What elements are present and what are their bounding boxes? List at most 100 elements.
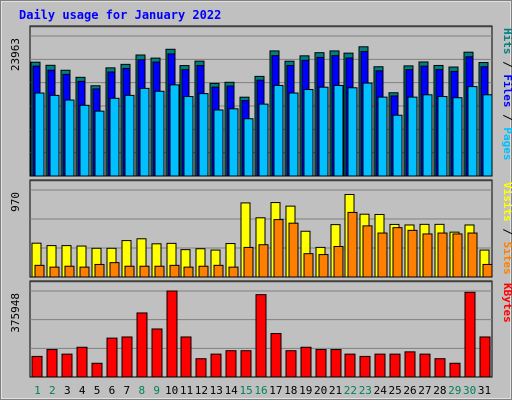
x-axis-day-labels: 1 2 3 4 5 6 7 8 9 10 11 12 13 14 15 16 17 18 19 20 21 22 23 24 2… [34,384,491,397]
panel-legend: KBytes [501,283,512,323]
bar-sites-day-25 [392,227,403,278]
x-tick-day-26: 26 [403,384,416,397]
bar-pages-day-10 [169,84,180,177]
bar-pages-day-22 [347,87,358,177]
bar-sites-day-14 [228,266,239,278]
bar-sites-day-2 [49,266,60,278]
bar-kbytes-day-3 [61,353,73,378]
bar-kbytes-day-10 [166,290,178,378]
bar-pages-day-9 [154,90,165,177]
x-tick-day-21: 21 [329,384,342,397]
bar-kbytes-day-11 [180,336,192,378]
bar-sites-day-22 [347,211,358,278]
x-tick-day-8: 8 [138,384,145,397]
bar-pages-day-19 [303,89,314,177]
bar-kbytes-day-24 [374,353,386,378]
x-tick-day-1: 1 [34,384,41,397]
bar-pages-day-13 [213,109,224,177]
bar-sites-day-20 [318,254,329,278]
bar-pages-day-31 [482,94,493,177]
x-tick-day-16: 16 [254,384,267,397]
legend-separator: / [501,222,512,242]
bar-pages-day-2 [49,94,60,177]
x-tick-day-13: 13 [210,384,223,397]
bar-sites-day-6 [109,262,120,278]
bar-pages-day-5 [94,110,105,177]
legend-separator: / [501,55,512,75]
bar-sites-day-19 [303,253,314,278]
x-tick-day-7: 7 [124,384,131,397]
bar-sites-day-27 [422,233,433,278]
bar-pages-day-27 [422,94,433,177]
legend-entry: KBytes [501,283,512,323]
x-tick-day-12: 12 [195,384,208,397]
bar-pages-day-7 [124,94,135,177]
bar-kbytes-day-2 [46,349,58,378]
bar-sites-day-4 [79,266,90,278]
legend-entry: Hits [501,28,512,55]
legend-entry: Pages [501,127,512,160]
bar-pages-day-26 [407,96,418,177]
x-tick-day-15: 15 [239,384,252,397]
x-tick-day-2: 2 [49,384,56,397]
x-tick-day-28: 28 [433,384,446,397]
legend-entry: Visits [501,182,512,222]
y-max-label: 23963 [9,38,22,71]
x-tick-day-29: 29 [448,384,461,397]
x-tick-day-23: 23 [359,384,372,397]
bar-kbytes-day-18 [285,350,297,378]
x-tick-day-20: 20 [314,384,327,397]
bar-kbytes-day-7 [121,336,133,378]
bar-kbytes-day-4 [76,346,88,378]
bar-pages-day-24 [377,96,388,177]
bar-pages-day-12 [198,93,209,177]
chart-panels: 23963 Hits / Files / Pages 970 Visits / Sit… [9,25,512,378]
bar-pages-day-18 [288,92,299,177]
bar-sites-day-8 [139,265,150,278]
bar-sites-day-30 [467,232,478,278]
x-tick-day-17: 17 [269,384,282,397]
x-tick-day-18: 18 [284,384,297,397]
x-tick-day-22: 22 [344,384,357,397]
bar-sites-day-28 [437,232,448,278]
bar-kbytes-day-19 [300,346,312,378]
bar-pages-day-11 [183,96,194,177]
bar-sites-day-15 [243,246,254,278]
bar-pages-day-4 [79,104,90,177]
bar-pages-day-6 [109,97,120,177]
bar-sites-day-29 [452,233,463,278]
bar-pages-day-17 [273,84,284,177]
bar-pages-day-30 [467,86,478,177]
bar-pages-day-3 [64,99,75,177]
bar-sites-day-24 [377,232,388,278]
x-tick-day-27: 27 [418,384,431,397]
bar-sites-day-31 [482,263,493,278]
x-tick-day-25: 25 [389,384,402,397]
panel-legend: Hits / Files / Pages [501,28,512,161]
bar-pages-day-1 [34,92,45,177]
bar-kbytes-day-1 [31,355,43,378]
bar-sites-day-26 [407,229,418,278]
bar-kbytes-day-26 [404,351,416,378]
bar-kbytes-day-8 [136,312,148,378]
y-max-label: 375948 [9,293,22,333]
legend-separator: / [501,108,512,128]
bar-pages-day-8 [139,87,150,177]
bar-kbytes-day-29 [449,362,461,378]
chart-title: Daily usage for January 2022 [19,8,221,22]
bar-kbytes-day-9 [151,328,163,378]
bar-kbytes-day-25 [389,353,401,378]
x-tick-day-6: 6 [109,384,116,397]
bar-sites-day-11 [183,266,194,278]
bar-kbytes-day-30 [464,291,476,378]
x-tick-day-4: 4 [79,384,86,397]
bar-sites-day-17 [273,219,284,278]
y-max-label: 970 [9,192,22,212]
panel-visits-sites: 970 Visits / Sites [9,179,512,278]
bar-pages-day-14 [228,108,239,177]
bar-sites-day-12 [198,265,209,278]
bar-pages-day-29 [452,97,463,177]
bar-kbytes-day-17 [270,333,282,378]
bar-sites-day-21 [333,246,344,278]
